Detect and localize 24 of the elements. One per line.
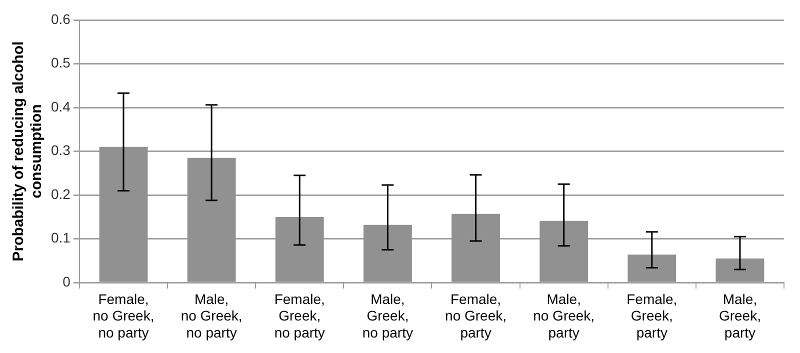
- x-tick-label: Male, no Greek, no party: [180, 290, 242, 340]
- x-tick-label: Male, Greek, party: [718, 290, 761, 340]
- bar: [540, 220, 588, 282]
- y-tick-label: 0: [62, 273, 71, 290]
- bar: [716, 258, 764, 282]
- bar: [628, 254, 676, 282]
- bar: [187, 158, 236, 282]
- x-tick-label: Female, no Greek, party: [445, 290, 507, 340]
- x-tick-label: Female, Greek, party: [626, 290, 678, 340]
- bar: [99, 146, 148, 282]
- x-tick-label: Female, Greek, no party: [274, 290, 325, 340]
- y-axis-title: Probability of reducing alcohol consumption: [10, 41, 46, 262]
- bar: [275, 216, 324, 282]
- x-tick-label: Male, no Greek, party: [533, 290, 595, 340]
- x-tick-label: Male, Greek, no party: [362, 290, 413, 340]
- y-tick-label: 0.2: [50, 186, 71, 202]
- y-tick-label: 0.1: [50, 230, 71, 246]
- y-tick-label: 0.6: [50, 10, 71, 27]
- x-tick-label: Female, no Greek, no party: [92, 290, 154, 340]
- bar: [363, 224, 412, 282]
- y-tick-label: 0.5: [50, 54, 71, 71]
- bar: [452, 214, 500, 282]
- y-tick-label: 0.3: [50, 142, 71, 158]
- y-tick-label: 0.4: [50, 98, 71, 114]
